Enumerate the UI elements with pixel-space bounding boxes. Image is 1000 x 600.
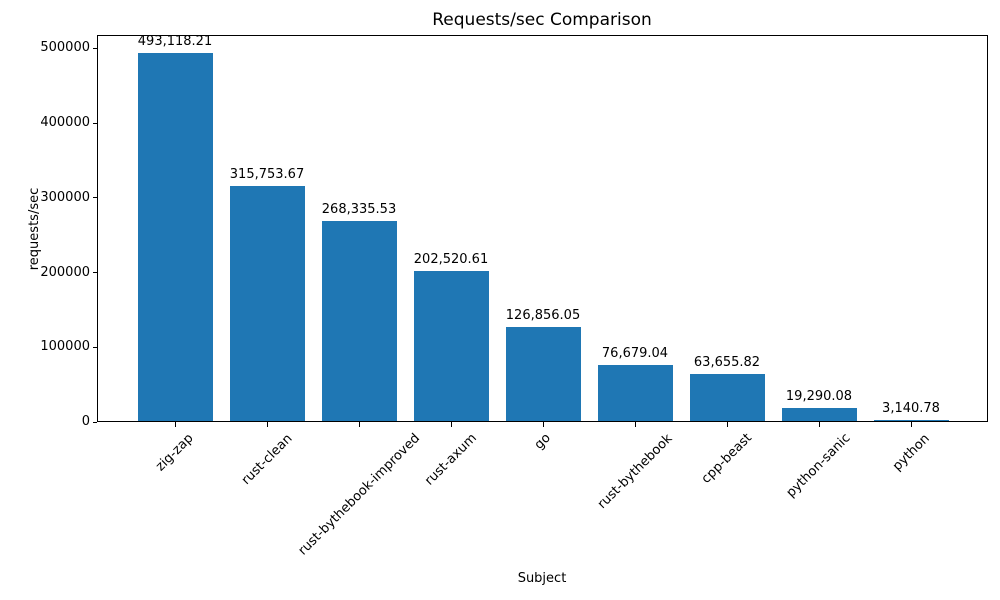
- bar: [321, 221, 397, 422]
- bar-value-label: 3,140.78: [882, 400, 940, 416]
- y-axis-label: requests/sec: [27, 187, 42, 271]
- y-tick-mark: [93, 272, 97, 273]
- y-tick-label: 400000: [40, 115, 90, 131]
- x-tick-mark: [174, 422, 176, 427]
- x-tick-label: python: [889, 430, 933, 474]
- bar: [689, 374, 765, 422]
- y-tick-mark: [93, 197, 97, 199]
- x-tick-label: go: [531, 430, 554, 453]
- y-tick-label: 500000: [40, 40, 90, 56]
- x-tick-label: rust-clean: [238, 430, 296, 488]
- bar-value-label: 493,118.21: [137, 34, 213, 50]
- bar-value-label: 19,290.08: [785, 388, 853, 404]
- bar-value-label: 126,856.05: [505, 308, 581, 324]
- bar: [597, 364, 673, 422]
- bar: [229, 185, 305, 422]
- x-axis-line: [97, 421, 988, 422]
- x-tick-mark: [818, 422, 820, 427]
- bar: [137, 53, 213, 422]
- x-axis-label: Subject: [517, 571, 567, 586]
- x-tick-mark: [910, 422, 912, 427]
- x-tick-label: python-sanic: [783, 431, 854, 501]
- y-tick-label: 100000: [40, 339, 90, 355]
- x-tick-mark: [634, 422, 636, 427]
- y-tick-label: 300000: [40, 189, 90, 205]
- y-tick-mark: [93, 421, 97, 423]
- bar: [873, 419, 949, 422]
- bar-value-label: 63,655.82: [693, 355, 761, 371]
- y-tick-label: 200000: [40, 264, 90, 280]
- bar: [413, 270, 489, 422]
- bar-value-label: 202,520.61: [413, 251, 489, 267]
- x-tick-mark: [358, 422, 360, 427]
- x-tick-label: rust-bythebook-improved: [295, 430, 423, 559]
- x-tick-mark: [450, 422, 452, 427]
- x-tick-mark: [726, 422, 728, 427]
- x-tick-label: zig-zap: [153, 430, 197, 475]
- x-tick-mark: [266, 422, 268, 427]
- bar-value-label: 76,679.04: [601, 345, 669, 361]
- y-tick-mark: [93, 122, 97, 124]
- y-tick-label: 0: [81, 414, 90, 429]
- x-tick-label: rust-axum: [421, 431, 480, 489]
- y-tick-mark: [93, 47, 97, 49]
- x-tick-label: rust-bythebook: [594, 430, 676, 512]
- chart-title: Requests/sec Comparison: [432, 10, 652, 30]
- bar-value-label: 268,335.53: [321, 202, 397, 218]
- x-tick-mark: [542, 422, 544, 427]
- x-tick-label: cpp-beast: [698, 430, 755, 488]
- bar: [781, 407, 857, 422]
- y-tick-mark: [93, 346, 97, 348]
- bar: [505, 327, 581, 422]
- bar-value-label: 315,753.67: [229, 166, 305, 182]
